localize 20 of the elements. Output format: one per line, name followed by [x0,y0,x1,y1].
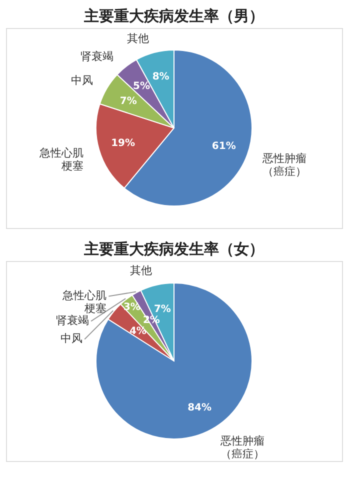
slice-label: 其他 [127,32,150,45]
data-label: 19% [111,138,136,149]
chart-title: 主要重大疾病发生率（男） [83,7,264,25]
slice-label: 其他 [130,264,152,278]
data-label: 5% [133,81,150,92]
chart-title: 主要重大疾病发生率（女） [83,240,264,258]
slice-label: 恶性肿瘤（癌症） [262,152,307,178]
data-label: 4% [129,326,146,338]
slice-label: 肾衰竭 [80,50,114,63]
slice-label: 中风 [60,332,83,346]
data-label: 7% [120,96,137,107]
slice-label: 急性心肌梗塞 [38,146,84,173]
slice-label: 中风 [70,74,93,88]
data-label: 84% [188,402,212,414]
slice-label: 恶性肿瘤（癌症） [219,434,264,461]
data-label: 61% [212,140,236,152]
slice-label: 肾衰竭 [56,314,90,328]
data-label: 8% [152,72,170,83]
slice-label: 急性心肌梗塞 [62,289,107,316]
data-label: 7% [154,304,171,316]
